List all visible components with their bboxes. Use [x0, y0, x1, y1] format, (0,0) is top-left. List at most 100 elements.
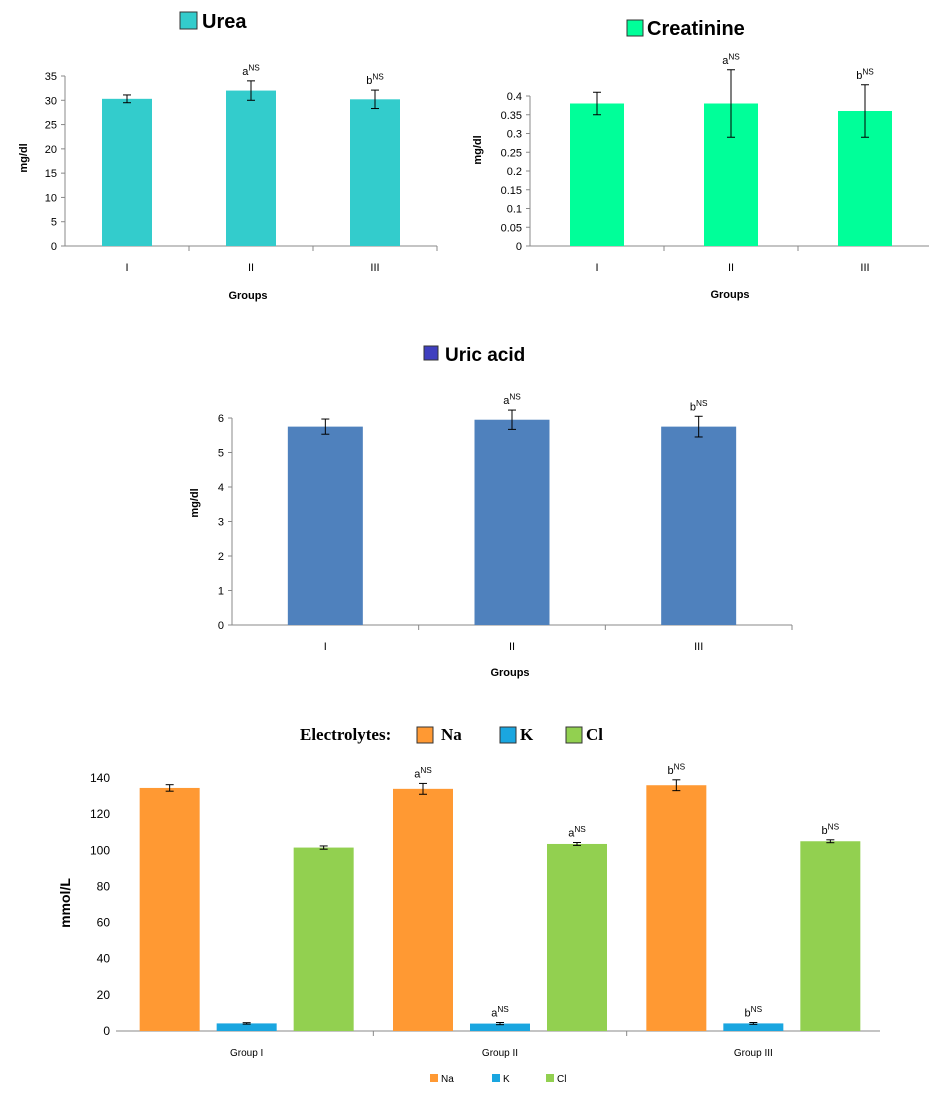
urea-annotation: bNS	[366, 73, 384, 87]
uric-acid-y-tick-label: 0	[218, 620, 224, 632]
legend-na-label-top: Na	[441, 725, 462, 744]
electrolytes-bar-cl	[547, 843, 607, 1031]
uric-acid-y-tick-label: 3	[218, 517, 224, 529]
urea-bar	[226, 90, 276, 246]
urea-x-tick-label: III	[370, 262, 379, 274]
creatinine-y-tick-label: 0.4	[507, 91, 522, 103]
uric-acid-legend-label: Uric acid	[445, 345, 525, 366]
creatinine-y-tick-label: 0.15	[501, 185, 522, 197]
creatinine-y-tick-label: 0.1	[507, 204, 522, 216]
legend-cl-label-top: Cl	[586, 725, 603, 744]
electrolytes-bar-k	[216, 1023, 277, 1031]
uric-acid-bar	[474, 419, 550, 625]
urea-legend-label: Urea	[202, 11, 247, 33]
uric-acid-y-axis-label: mg/dl	[189, 488, 201, 517]
urea-bar	[350, 99, 400, 246]
electrolytes-bar-na	[393, 788, 453, 1031]
uric-acid-bar	[287, 426, 363, 625]
urea-y-tick-label: 35	[45, 71, 57, 83]
electrolytes-title: Electrolytes:	[300, 725, 391, 744]
uric-acid-x-tick-label: III	[694, 641, 703, 653]
electrolytes-y-tick-label: 140	[90, 771, 110, 785]
urea-y-tick-label: 25	[45, 120, 57, 132]
urea-y-tick-label: 15	[45, 168, 57, 180]
electrolytes-y-tick-label: 100	[90, 843, 110, 857]
urea-y-tick-label: 20	[45, 144, 57, 156]
urea-annotation: aNS	[242, 63, 260, 77]
urea-y-tick-label: 10	[45, 192, 57, 204]
legend-k-swatch-top	[499, 726, 517, 744]
electrolytes-y-tick-label: 120	[90, 807, 110, 821]
uric-acid-x-tick-label: II	[509, 641, 515, 653]
creatinine-y-tick-label: 0.05	[501, 222, 522, 234]
uric-acid-legend-swatch	[423, 345, 439, 361]
electrolytes-annotation: aNS	[568, 825, 586, 839]
electrolytes-annotation: aNS	[414, 766, 432, 780]
electrolytes-annotation: bNS	[745, 1005, 763, 1019]
electrolytes-bar-cl	[800, 841, 861, 1031]
electrolytes-x-tick-label: Group II	[482, 1048, 518, 1059]
electrolytes-y-tick-label: 20	[97, 988, 111, 1002]
uric-acid-y-tick-label: 2	[218, 551, 224, 563]
electrolytes-x-tick-label: Group III	[734, 1048, 773, 1059]
creatinine-y-axis-label: mg/dl	[472, 135, 484, 164]
uric-acid-y-tick-label: 4	[218, 482, 224, 494]
electrolytes-x-tick-label: Group I	[230, 1048, 263, 1059]
creatinine-y-tick-label: 0.25	[501, 147, 522, 159]
urea-legend-swatch	[179, 11, 198, 30]
uric-acid-bar	[661, 426, 737, 625]
electrolytes-y-tick-label: 60	[97, 916, 111, 930]
electrolytes-annotation: bNS	[668, 762, 686, 776]
creatinine-y-tick-label: 0.35	[501, 110, 522, 122]
urea-bar	[102, 98, 152, 246]
uric-acid-x-tick-label: I	[324, 641, 327, 653]
legend-na-label-bottom: Na	[441, 1074, 454, 1085]
creatinine-x-tick-label: III	[860, 262, 869, 274]
urea-y-tick-label: 5	[51, 217, 57, 229]
creatinine-chart: Creatinine 0 0.05 0.1 0.15 0.2 0.25 0.3 0.35 0.4…	[472, 18, 929, 301]
electrolytes-annotation: bNS	[822, 822, 840, 836]
urea-y-axis-label: mg/dl	[18, 143, 30, 172]
legend-k-label-bottom: K	[503, 1074, 510, 1085]
electrolytes-bar-k	[470, 1023, 530, 1031]
electrolytes-chart: Electrolytes: Na K Cl 0 20 40 60 80 100 120 140…	[57, 725, 880, 1085]
uric-acid-x-axis-label: Groups	[490, 667, 529, 679]
legend-cl-swatch-top	[565, 726, 583, 744]
urea-x-tick-label: II	[248, 262, 254, 274]
creatinine-x-axis-label: Groups	[710, 289, 749, 301]
electrolytes-bar-cl	[293, 847, 354, 1031]
electrolytes-y-tick-label: 40	[97, 952, 111, 966]
electrolytes-annotation: aNS	[491, 1005, 509, 1019]
creatinine-x-tick-label: II	[728, 262, 734, 274]
uric-acid-annotation: bNS	[690, 399, 708, 413]
electrolytes-bar-na	[139, 787, 200, 1031]
legend-cl-swatch-bottom	[546, 1074, 554, 1082]
uric-acid-annotation: aNS	[503, 393, 521, 407]
creatinine-x-tick-label: I	[595, 262, 598, 274]
electrolytes-y-axis-label: mmol/L	[57, 878, 73, 928]
electrolytes-y-tick-label: 0	[103, 1024, 110, 1038]
urea-y-tick-label: 0	[51, 241, 57, 253]
creatinine-y-tick-label: 0.3	[507, 129, 522, 141]
legend-na-swatch-top	[416, 726, 434, 744]
electrolytes-plot-area: 0 20 40 60 80 100 120 140 Group I Group II aNS aNS a…	[90, 762, 880, 1059]
creatinine-legend-label: Creatinine	[647, 18, 745, 40]
uric-acid-y-tick-label: 6	[218, 413, 224, 425]
legend-cl-label-bottom: Cl	[557, 1074, 566, 1085]
creatinine-y-tick-label: 0.2	[507, 166, 522, 178]
creatinine-annotation: aNS	[722, 52, 740, 66]
creatinine-legend-swatch	[626, 19, 644, 37]
electrolytes-bar-k	[723, 1023, 784, 1031]
urea-x-axis-label: Groups	[228, 290, 267, 302]
uric-acid-y-tick-label: 5	[218, 448, 224, 460]
creatinine-bar	[570, 103, 624, 246]
electrolytes-y-tick-label: 80	[97, 879, 111, 893]
legend-k-label-top: K	[520, 725, 534, 744]
creatinine-plot-area: 00.050.10.150.20.250.30.350.4I IIaNSIIIbN…	[501, 52, 929, 274]
urea-x-tick-label: I	[125, 262, 128, 274]
legend-na-swatch-bottom	[430, 1074, 438, 1082]
